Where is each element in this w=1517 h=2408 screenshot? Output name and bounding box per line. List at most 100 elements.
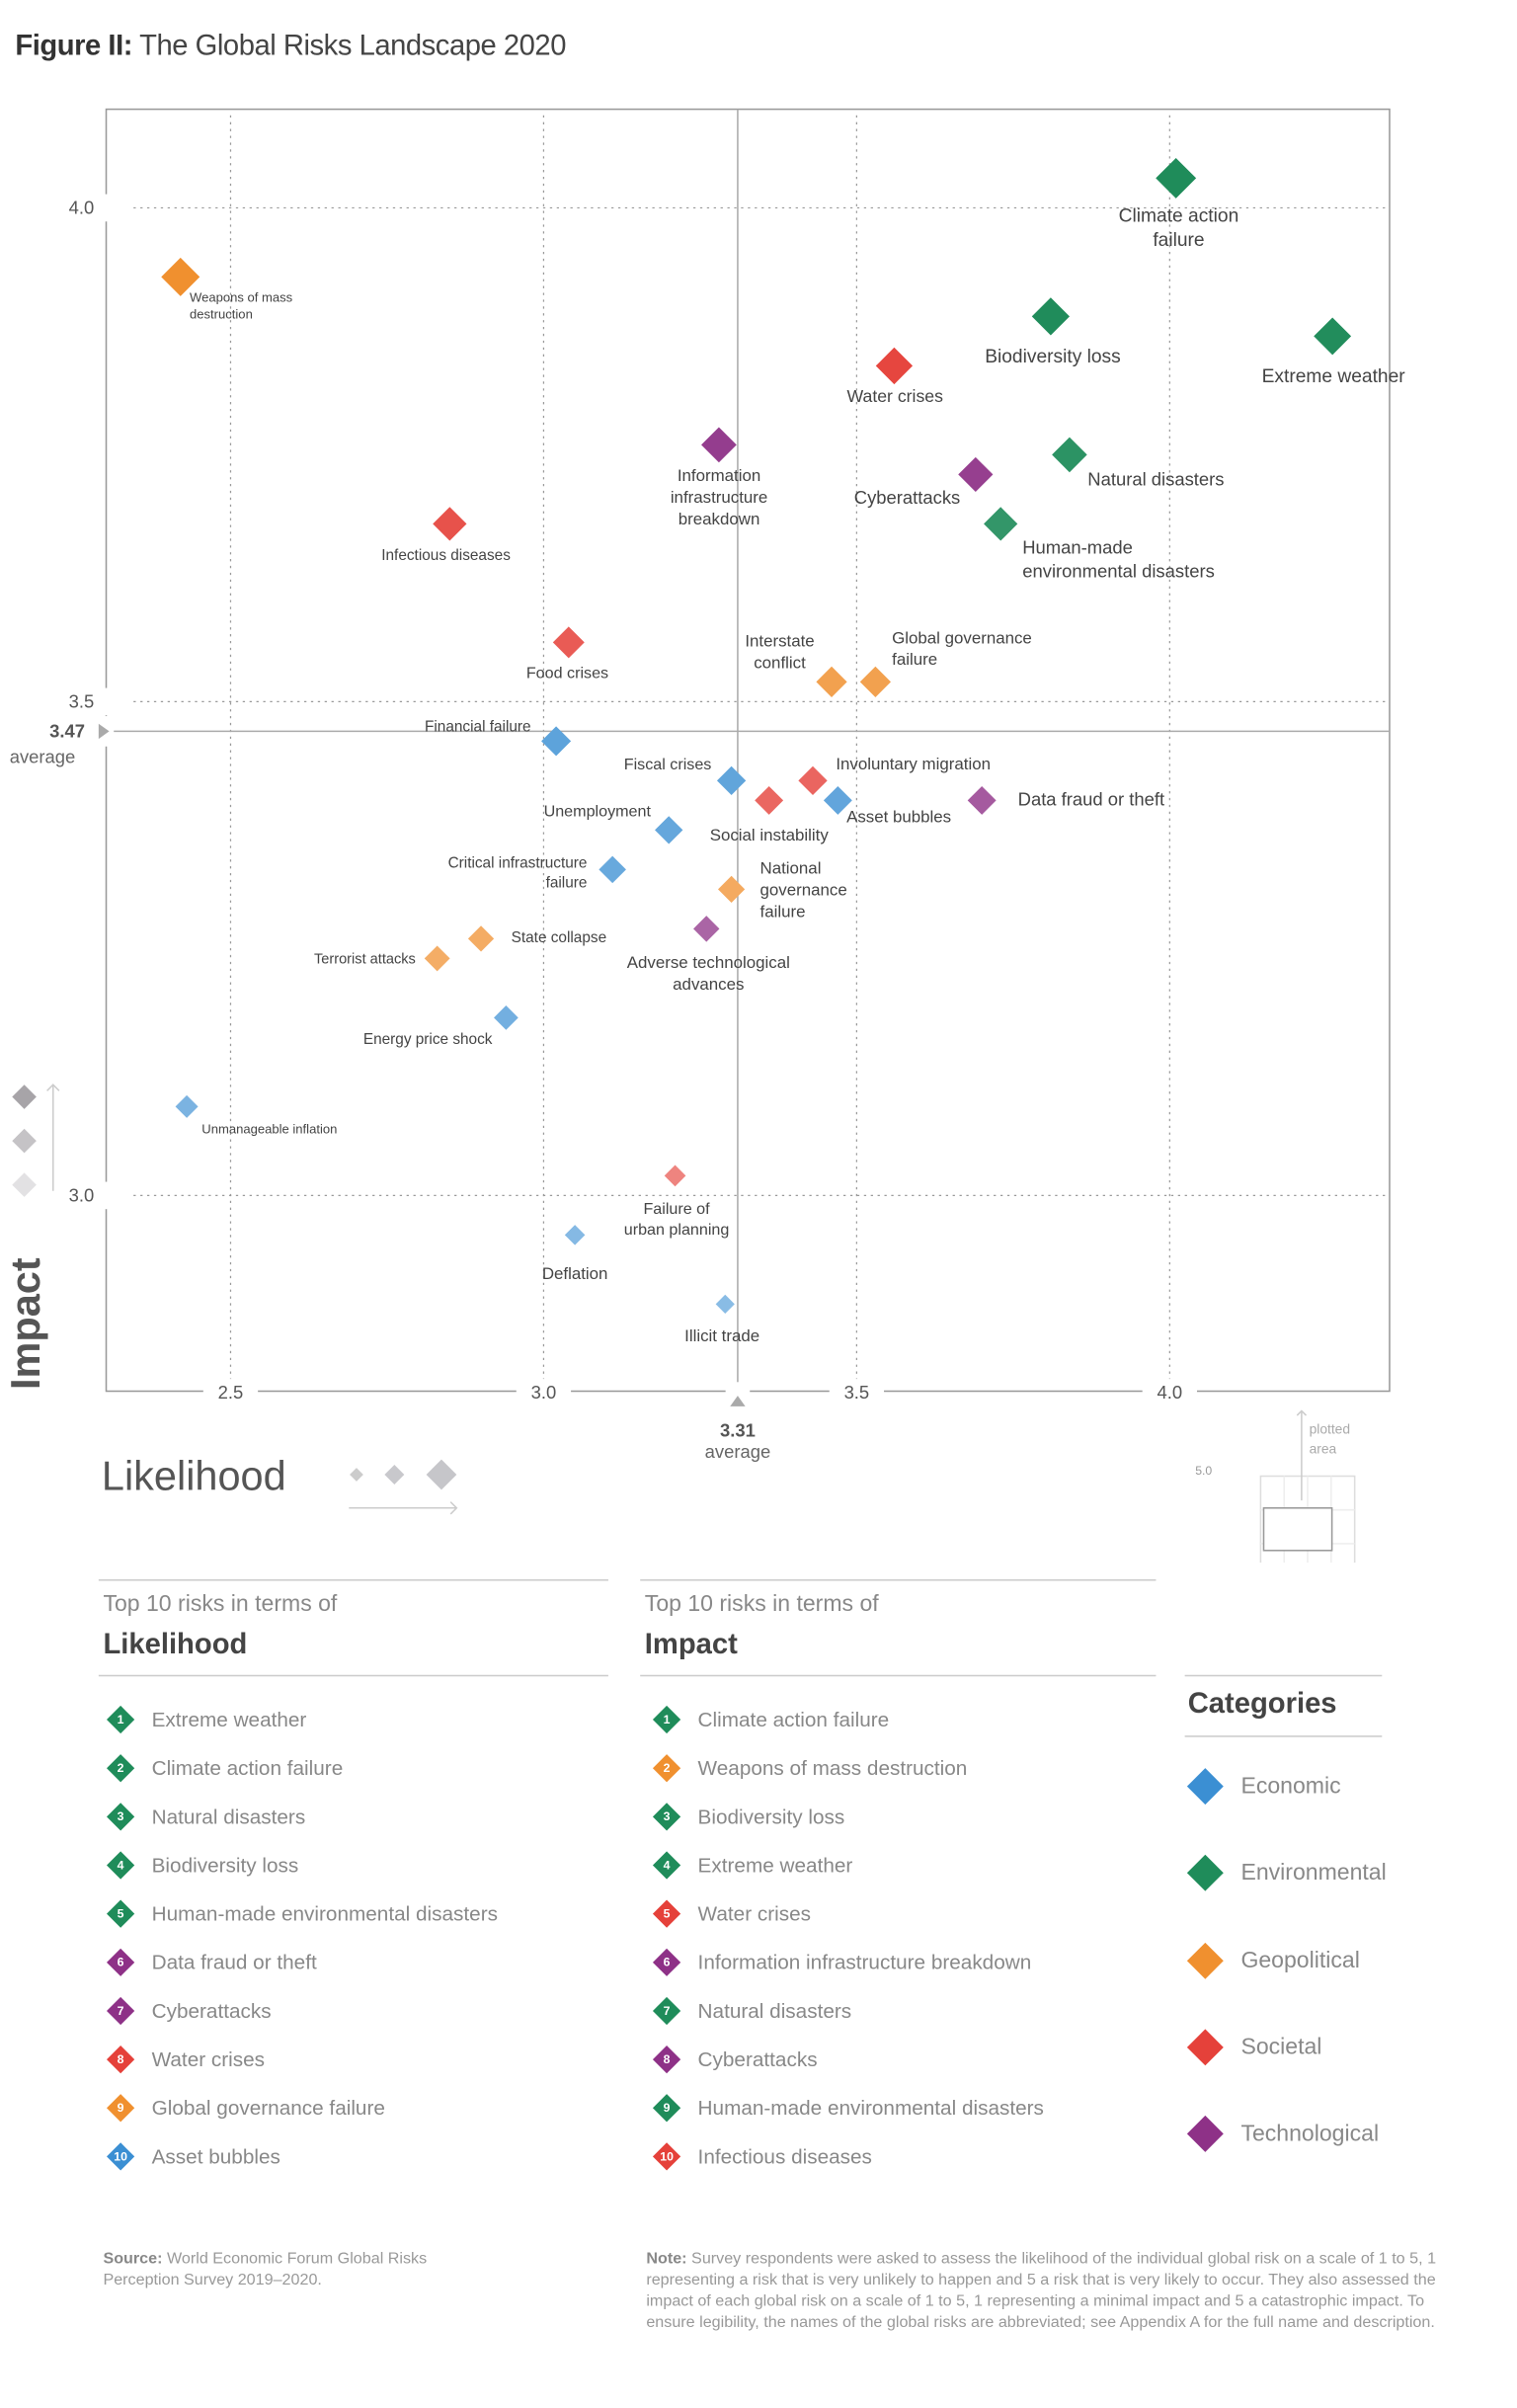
top-risk-item: 5 Water crises [652,1899,811,1930]
y-tick-label: 4.0 [69,198,95,218]
divider [98,1578,608,1581]
risk-label-line: Terrorist attacks [314,951,416,967]
risk-label: Water crises [847,386,944,406]
inset-plotted-area [1262,1507,1333,1552]
risk-label-line: Global governance [892,628,1032,647]
risk-label-line: Involuntary migration [836,755,991,773]
risk-label: Terrorist attacks [314,951,416,967]
risk-point-geopolitical [718,875,746,903]
category-diamond-icon [1186,1768,1224,1806]
rank-number: 10 [114,2149,127,2164]
risk-label: Financial failure [425,718,531,735]
tick-bg [829,1379,885,1404]
risk-name: Human-made environmental disasters [151,1902,498,1926]
category-label: Societal [1240,2034,1322,2060]
risk-label-line: Fiscal crises [624,756,712,773]
risk-point-societal [755,785,784,815]
top-risk-item: 4 Biodiversity loss [106,1851,298,1882]
category-societal: Societal [1186,2029,1322,2066]
category-technological: Technological [1186,2116,1380,2153]
impact-list-pre: Top 10 risks in terms of [644,1591,879,1618]
category-label: Environmental [1240,1860,1387,1886]
divider [640,1578,1157,1581]
risk-point-technological [967,785,997,815]
risk-name: Global governance failure [151,2096,385,2120]
category-diamond-icon [1186,1942,1224,1979]
risk-label: Failure of urban planning [624,1200,730,1239]
risk-label-line: advances [673,975,744,994]
risk-label: Natural disasters [1087,469,1224,490]
risk-label: Interstate conflict [745,631,814,672]
note-text: Survey respondents were asked to assess … [646,2249,1437,2332]
risk-label-line: Weapons of mass [190,290,293,305]
risk-label-line: Natural disasters [1087,469,1224,490]
top-risk-item: 4 Extreme weather [652,1851,852,1882]
category-label: Technological [1240,2121,1380,2147]
risk-name: Data fraud or theft [151,1951,317,1974]
risk-label-line: Extreme weather [1262,366,1406,387]
risk-label-line: Unemployment [544,802,652,820]
risk-name: Asset bubbles [151,2144,280,2168]
risk-label: Deflation [542,1264,608,1283]
category-environmental: Environmental [1186,1855,1387,1892]
rank-number: 8 [117,2052,124,2067]
top-risk-item: 7 Natural disasters [652,1996,851,2027]
risk-label-line: Illicit trade [684,1326,759,1345]
risk-label: Extreme weather [1262,366,1406,387]
risk-label-line: Human-made [1022,537,1133,558]
risk-name: Climate action failure [697,1708,890,1731]
plot-frame [105,108,1391,1393]
risk-label-line: failure [546,875,588,892]
risk-name: Cyberattacks [151,1999,272,2023]
rank-number: 1 [663,1713,671,1726]
rank-number: 3 [117,1809,124,1824]
risk-name: Biodiversity loss [697,1805,845,1828]
top-risk-item: 1 Climate action failure [652,1705,890,1735]
risk-label-line: environmental disasters [1022,561,1215,582]
risk-name: Information infrastructure breakdown [697,1951,1032,1974]
figure-title: Figure II: The Global Risks Landscape 20… [15,31,566,64]
risk-point-economic [715,1294,735,1314]
y-average-value: 3.47 [49,721,85,742]
rank-number: 7 [117,2004,124,2018]
risk-point-economic [599,855,626,884]
risk-label-line: urban planning [624,1221,730,1239]
risk-label-line: Biodiversity loss [985,347,1121,367]
figure-label: Figure II: [15,30,132,62]
risk-point-geopolitical [424,945,450,972]
rank-number: 3 [663,1809,671,1824]
risk-label-line: Climate action [1119,205,1239,226]
rank-number: 8 [663,2052,671,2067]
risk-label: Biodiversity loss [985,347,1121,367]
tick-bg [72,1181,128,1210]
impact-shade-diamond-icon [12,1172,37,1197]
risk-name: Human-made environmental disasters [697,2096,1044,2120]
risk-label: Weapons of mass destruction [190,290,293,322]
tick-bg [202,1379,259,1404]
risk-point-economic [716,765,747,796]
rank-number: 9 [117,2101,124,2116]
risk-point-environmental [1314,317,1352,356]
risk-label-line: State collapse [512,929,606,946]
divider [1184,1735,1383,1737]
category-diamond-icon [1186,2116,1224,2153]
risk-label: State collapse [512,929,606,946]
risk-label-line: Data fraud or theft [1018,789,1164,810]
rank-number: 6 [117,1955,124,1969]
risk-point-technological [693,916,720,942]
risk-label: Social instability [710,826,830,844]
risk-point-environmental [1052,437,1087,473]
risk-name: Cyberattacks [697,2047,818,2071]
rank-number: 4 [117,1858,124,1873]
top-risk-item: 8 Water crises [106,2046,265,2076]
risk-point-geopolitical [467,925,495,952]
risk-name: Weapons of mass destruction [697,1756,968,1780]
risk-label: Infectious diseases [381,547,511,564]
top-risk-item: 3 Natural disasters [106,1803,305,1833]
rank-number: 2 [117,1761,124,1776]
risk-label-line: destruction [190,307,253,322]
risk-label: Food crises [526,665,608,682]
category-diamond-icon [1186,2029,1224,2066]
likelihood-arrow-icon [349,1501,458,1515]
